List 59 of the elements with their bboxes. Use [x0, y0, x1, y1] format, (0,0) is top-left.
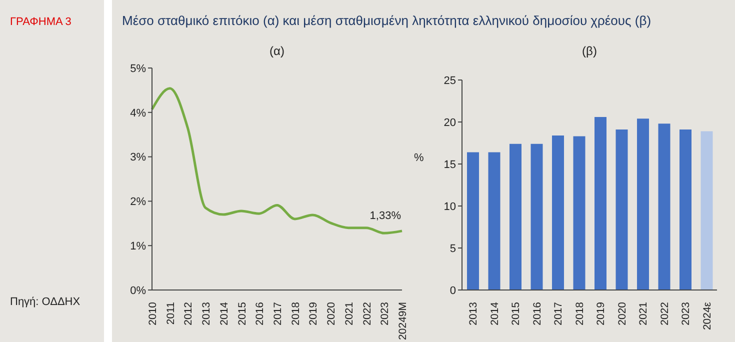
y-tick-label: 3%	[130, 152, 146, 164]
bar	[552, 135, 564, 290]
x-tick-label: 2015	[236, 302, 248, 326]
chart-title: (β)	[581, 44, 598, 58]
y-tick-label: 4%	[130, 107, 146, 120]
x-tick-label: 2013	[200, 302, 213, 326]
x-tick-label: 2012	[182, 302, 195, 326]
bar	[594, 116, 606, 290]
y-tick-label: 20	[444, 116, 456, 129]
bar	[510, 144, 522, 290]
y-tick-label: 5	[450, 242, 456, 255]
x-tick-label: 20249Μ	[397, 302, 409, 340]
x-tick-label: 2018	[290, 302, 302, 326]
y-tick-label: 1%	[130, 240, 146, 253]
x-tick-label: 2017	[272, 302, 284, 326]
bar	[573, 136, 586, 290]
line-series	[150, 87, 404, 234]
x-tick-label: 2020	[326, 302, 338, 326]
y-tick-label: 0%	[130, 284, 146, 297]
bar	[616, 130, 628, 290]
x-tick-label: 2018	[574, 302, 586, 326]
text: ΓΡΑΦΗΜΑ 3	[10, 16, 72, 28]
x-tick-label: 2022	[658, 302, 671, 326]
x-tick-label: 2020	[616, 302, 628, 326]
bar	[530, 144, 543, 290]
x-tick-label: 2017	[552, 302, 565, 326]
bar	[700, 131, 713, 290]
x-tick-label: 2024ε	[701, 302, 714, 330]
x-tick-label: 2021	[638, 302, 650, 326]
y-tick-label: 25	[444, 74, 456, 87]
text: Πηγή: ΟΔΔΗΧ	[10, 296, 80, 308]
y-tick-label: 5%	[130, 62, 146, 75]
x-tick-label: 2023	[680, 302, 692, 326]
bar	[680, 130, 692, 290]
x-tick-label: 2014	[218, 302, 230, 326]
x-tick-label: 2016	[531, 302, 544, 326]
y-tick-label: 10	[444, 200, 456, 213]
chart-title: (α)	[268, 44, 286, 58]
y-tick-label: 2%	[130, 196, 146, 208]
x-tick-label: 2016	[254, 302, 266, 326]
x-tick-label: 2022	[361, 302, 374, 326]
y-tick-label: 15	[444, 158, 456, 171]
bar	[658, 124, 670, 290]
bar	[488, 152, 500, 290]
bar	[467, 152, 479, 290]
y-axis-title: %	[414, 152, 424, 164]
x-tick-label: 2011	[164, 302, 177, 325]
x-tick-label: 2019	[308, 302, 320, 326]
x-tick-label: 2010	[147, 302, 159, 326]
x-tick-label: 2014	[488, 302, 501, 326]
y-tick-label: 0	[450, 284, 456, 297]
x-tick-label: 2023	[379, 302, 392, 326]
x-tick-label: 2019	[595, 302, 608, 326]
x-tick-label: 2021	[343, 302, 356, 326]
bar	[637, 118, 649, 290]
text: Μέσο σταθμικό επιτόκιο (α) και μέση σταθμισμένη ληκτότητα ελληνικού δημοσίου χρέους (β)	[122, 13, 652, 28]
data-label: 1,33%	[370, 210, 402, 222]
x-tick-label: 2013	[468, 302, 480, 326]
x-tick-label: 2015	[510, 302, 522, 326]
